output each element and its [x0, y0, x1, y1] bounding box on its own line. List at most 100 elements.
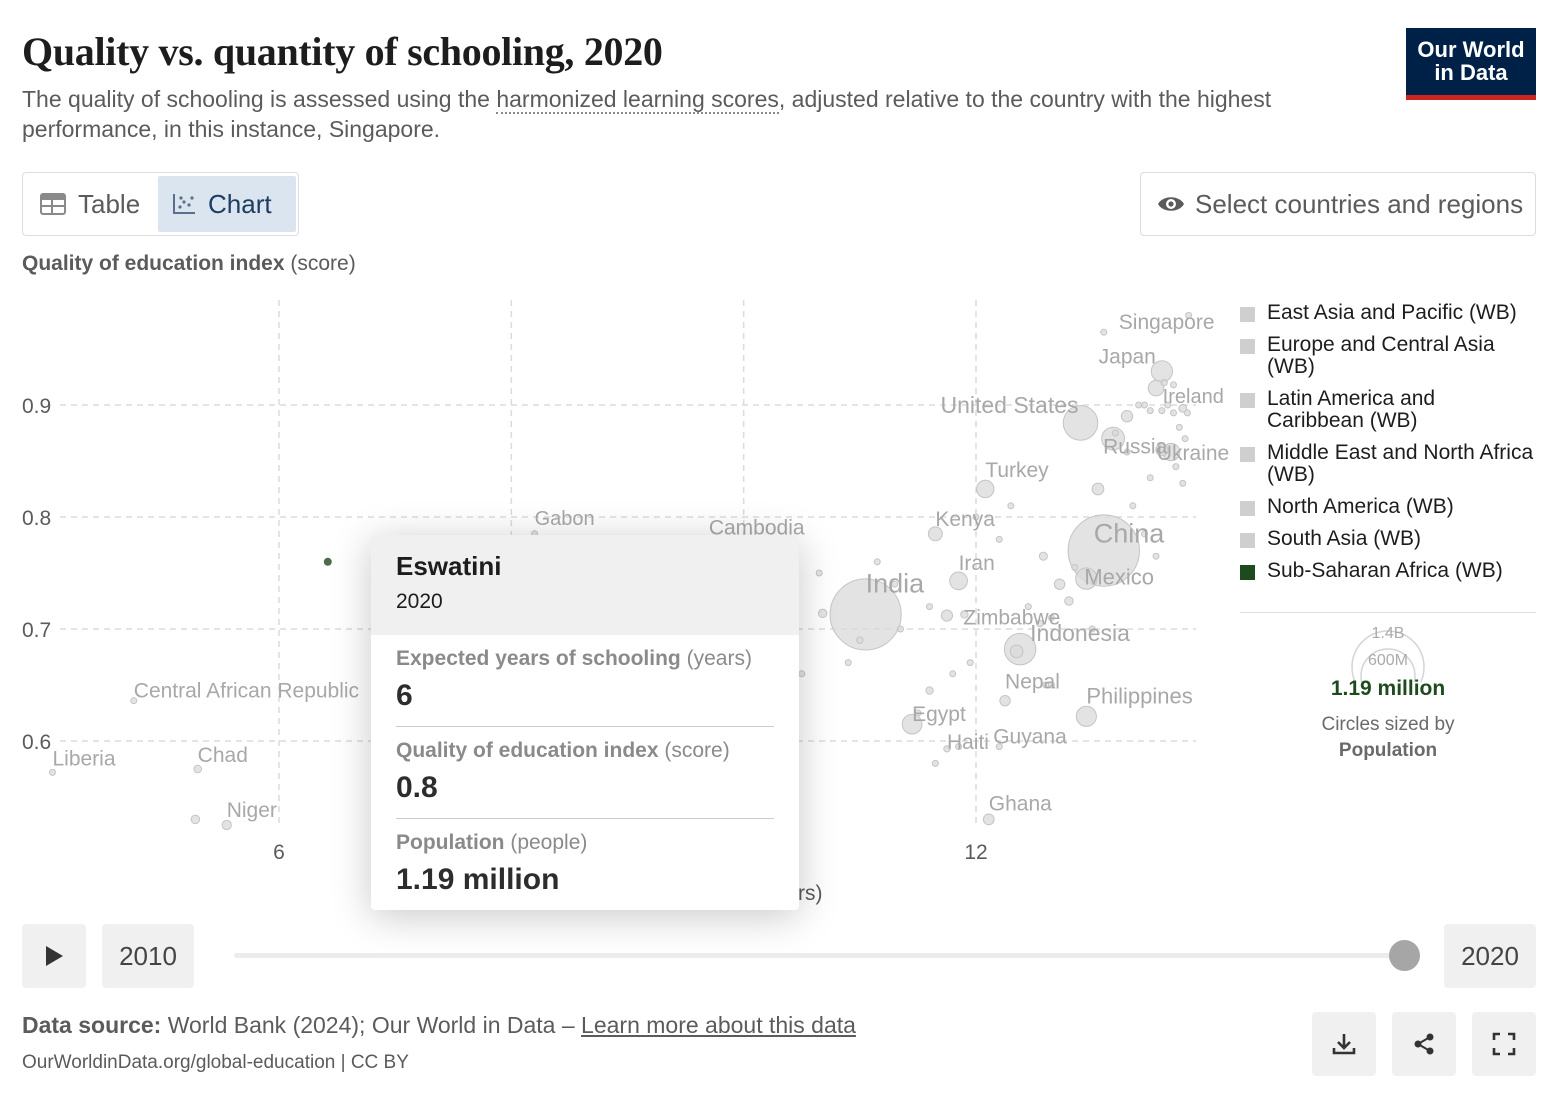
tooltip-value: 0.8 [396, 771, 438, 804]
point-label: India [866, 568, 926, 598]
legend-item[interactable]: North America (WB) [1240, 496, 1536, 518]
point-label: China [1094, 519, 1166, 549]
point-label: Turkey [985, 459, 1049, 482]
point-label: Japan [1099, 345, 1156, 368]
timeline-end-year[interactable]: 2020 [1444, 924, 1536, 988]
harmonized-learning-scores-link[interactable]: harmonized learning scores [496, 86, 779, 114]
timeline-handle[interactable] [1389, 940, 1420, 971]
subtitle-text-end: , adjusted relative to the country with … [22, 86, 1272, 142]
bubble [949, 670, 957, 678]
tooltip-label-unit: (score) [658, 739, 730, 762]
bubble-liberia [48, 768, 56, 776]
view-tabs: Table Chart [22, 172, 299, 236]
bubble [1053, 578, 1066, 590]
bubble [1024, 603, 1032, 611]
bubble [1071, 563, 1079, 571]
tab-table[interactable]: Table [26, 176, 156, 232]
download-icon [1332, 1034, 1356, 1055]
play-button[interactable] [22, 924, 86, 988]
legend-swatch [1240, 533, 1255, 548]
bubble [844, 659, 852, 667]
bubble-india [829, 578, 902, 651]
highlighted-point-eswatini [323, 557, 332, 566]
y-axis-title-text: Quality of education index [22, 252, 285, 275]
y-axis-unit: (score) [284, 252, 356, 275]
timeline-track[interactable] [234, 953, 1404, 958]
select-countries-button[interactable]: Select countries and regions [1140, 172, 1536, 236]
bubble [914, 709, 922, 717]
bubble-mexico [1075, 567, 1098, 590]
bubble-turkey [976, 479, 995, 499]
point-label: Chad [198, 744, 248, 767]
share-button[interactable] [1392, 1012, 1456, 1076]
tooltip-row: Quality of education index (score) 0.8 [396, 727, 774, 819]
bubble [1158, 407, 1166, 415]
fullscreen-button[interactable] [1472, 1012, 1536, 1076]
tab-chart[interactable]: Chart [158, 176, 296, 232]
point-label: Mexico [1084, 565, 1154, 590]
tooltip-row: Expected years of schooling (years) 6 [396, 635, 774, 727]
bubble-singapore [1100, 328, 1108, 336]
bubble [1140, 401, 1148, 409]
learn-more-link[interactable]: Learn more about this data [581, 1012, 856, 1038]
legend-item[interactable]: Latin America and Caribbean (WB) [1240, 388, 1536, 432]
bubble [1048, 614, 1056, 622]
point-label: Russia [1103, 436, 1168, 459]
download-button[interactable] [1312, 1012, 1376, 1076]
bubble [190, 814, 201, 825]
point-label: Ghana [989, 792, 1052, 815]
bubble [931, 759, 939, 767]
legend-label: Sub-Saharan Africa (WB) [1267, 559, 1503, 582]
y-axis-title: Quality of education index (score) [22, 252, 356, 276]
legend-item[interactable]: East Asia and Pacific (WB) [1240, 302, 1536, 324]
tooltip-label-unit: (people) [504, 831, 588, 854]
subtitle-text: The quality of schooling is assessed usi… [22, 86, 497, 112]
tooltip-label-text: Quality of education index [396, 739, 659, 762]
legend-item[interactable]: Europe and Central Asia (WB) [1240, 334, 1536, 378]
legend-swatch [1240, 501, 1255, 516]
bubble-central-african-republic [130, 697, 138, 705]
bubble [1048, 681, 1056, 689]
bubble-iran [949, 571, 968, 591]
scatter-plot[interactable]: 0.6 0.7 0.8 0.9 6 12 Singapore Japan Ireland Unit… [0, 280, 1240, 920]
bubble [873, 558, 881, 566]
legend-item[interactable]: South Asia (WB) [1240, 528, 1536, 550]
timeline-start-year[interactable]: 2010 [102, 924, 194, 988]
legend-item[interactable]: Sub-Saharan Africa (WB) [1240, 560, 1536, 582]
source-url[interactable]: OurWorldinData.org/global-education | CC… [22, 1052, 409, 1073]
tooltip-value: 1.19 million [396, 863, 560, 896]
legend-label: South Asia (WB) [1267, 527, 1422, 550]
point-label: Liberia [52, 747, 115, 770]
bubble [995, 535, 1003, 543]
owid-logo[interactable]: Our World in Data [1406, 28, 1536, 100]
bubble [1135, 401, 1143, 409]
x-tick-label: 12 [964, 841, 987, 864]
bubble [1178, 403, 1188, 413]
point-label: Ukraine [1157, 442, 1229, 465]
bubble [1147, 379, 1165, 397]
bubble [1160, 378, 1168, 387]
size-label-medium: 600M [1367, 652, 1409, 669]
bubble-nepal [999, 694, 1011, 707]
tooltip-label-text: Population [396, 831, 505, 854]
legend-label: East Asia and Pacific (WB) [1267, 301, 1517, 324]
legend-swatch [1240, 339, 1255, 354]
x-tick-label: 6 [273, 841, 285, 864]
legend-item[interactable]: Middle East and North Africa (WB) [1240, 442, 1536, 486]
bubble-guyana [995, 743, 1003, 751]
bubble [1111, 429, 1119, 437]
point-label: Central African Republic [134, 680, 359, 703]
tooltip-header: Eswatini 2020 [371, 535, 799, 635]
tooltip-label-unit: (years) [680, 647, 752, 670]
size-caption-line-2: Population [1338, 740, 1438, 761]
point-label: Nepal [1005, 671, 1060, 694]
bubble [1129, 502, 1137, 510]
legend-swatch [1240, 565, 1255, 580]
point-label: Zimbabwe [963, 606, 1060, 629]
size-caption-line-1: Circles sized by [1321, 714, 1455, 735]
tooltip-label: Quality of education index (score) [396, 739, 774, 763]
bubble [1181, 435, 1189, 443]
logo-line-1: Our World [1417, 37, 1525, 62]
tab-table-label: Table [78, 188, 141, 219]
tooltip-row: Population (people) 1.19 million [396, 819, 774, 910]
